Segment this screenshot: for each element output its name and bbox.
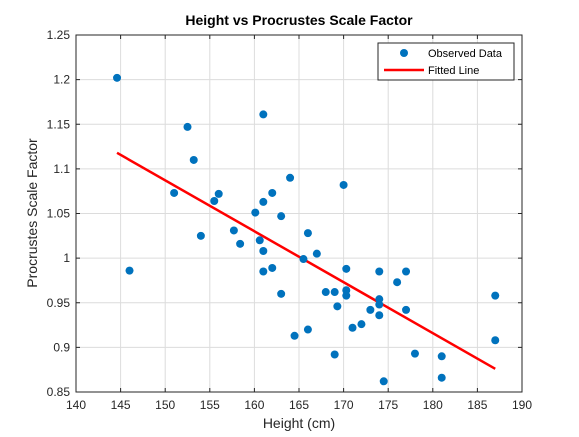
data-point [437, 352, 446, 361]
data-point [277, 212, 286, 221]
x-axis-label: Height (cm) [263, 415, 335, 431]
data-point [312, 249, 321, 258]
data-point [437, 373, 446, 382]
x-tick-label: 145 [111, 398, 131, 412]
y-tick-label: 1.2 [53, 73, 70, 87]
x-tick-label: 185 [467, 398, 487, 412]
data-point [348, 323, 357, 332]
data-point [357, 320, 366, 329]
data-point [375, 311, 384, 320]
x-tick-label: 150 [155, 398, 175, 412]
data-point [268, 188, 277, 197]
data-point [375, 300, 384, 309]
x-tick-label: 180 [423, 398, 443, 412]
y-axis-ticks: 0.85 0.9 0.95 1 1.05 1.1 1.15 1.2 1.25 [47, 28, 522, 399]
x-tick-label: 170 [334, 398, 354, 412]
data-point [183, 122, 192, 131]
data-point [393, 278, 402, 287]
data-point [303, 229, 312, 238]
legend-marker-observed-data [400, 49, 408, 57]
data-point [255, 236, 264, 245]
data-point [321, 288, 330, 297]
y-tick-label: 0.95 [47, 296, 71, 310]
data-point [286, 173, 295, 182]
data-point [339, 180, 348, 189]
data-point [113, 73, 122, 82]
data-point [268, 263, 277, 272]
data-point [299, 255, 308, 264]
data-point [214, 189, 223, 198]
data-point [379, 377, 388, 386]
data-point [170, 188, 179, 197]
data-point [402, 305, 411, 314]
data-point [491, 336, 500, 345]
legend-box [377, 42, 515, 81]
y-tick-label: 1.25 [47, 28, 71, 42]
x-tick-label: 155 [200, 398, 220, 412]
chart-title: Height vs Procrustes Scale Factor [185, 12, 413, 28]
x-tick-label: 160 [244, 398, 264, 412]
data-point [125, 266, 134, 275]
data-point [410, 349, 419, 358]
data-point [196, 231, 205, 240]
data-point [491, 291, 500, 300]
x-tick-label: 165 [289, 398, 309, 412]
y-tick-label: 1.1 [53, 162, 70, 176]
data-point [303, 325, 312, 334]
data-point [210, 197, 219, 206]
legend-label-fitted-line: Fitted Line [428, 65, 479, 77]
data-point [229, 226, 238, 235]
y-tick-label: 1 [63, 251, 70, 265]
data-point [402, 267, 411, 276]
data-point [259, 110, 268, 119]
y-tick-label: 1.15 [47, 117, 71, 131]
legend-label-observed-data: Observed Data [428, 48, 503, 60]
data-point [251, 208, 260, 217]
x-tick-label: 190 [512, 398, 532, 412]
data-point [342, 264, 351, 273]
data-point [333, 302, 342, 311]
x-tick-label: 175 [378, 398, 398, 412]
y-tick-label: 0.85 [47, 385, 71, 399]
data-point [342, 291, 351, 300]
data-point [259, 246, 268, 255]
data-point [236, 239, 245, 248]
data-point [189, 155, 198, 164]
data-points [113, 73, 500, 386]
x-tick-label: 140 [66, 398, 86, 412]
data-point [259, 197, 268, 206]
data-point [330, 288, 339, 297]
data-point [375, 267, 384, 276]
data-point [330, 350, 339, 359]
y-axis-label: Procrustes Scale Factor [24, 138, 40, 288]
data-point [366, 305, 375, 314]
y-tick-label: 1.05 [47, 207, 71, 221]
data-point [290, 331, 299, 340]
y-tick-label: 0.9 [53, 340, 70, 354]
x-axis-ticks: 140 145 150 155 160 165 170 175 180 185 190 [66, 35, 532, 412]
data-point [277, 289, 286, 298]
data-point [259, 267, 268, 276]
legend: Observed Data Fitted Line [377, 42, 515, 81]
